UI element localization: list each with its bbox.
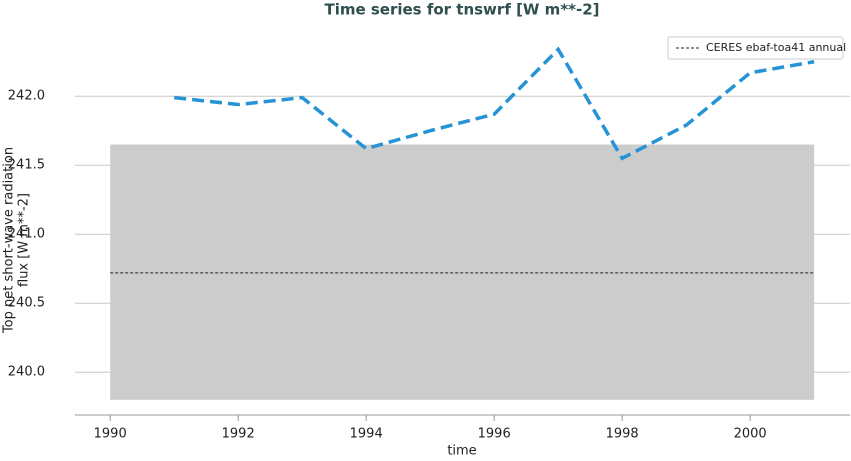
y-tick-label: 240.5 bbox=[8, 296, 45, 311]
y-tick-label: 242.0 bbox=[8, 89, 45, 104]
legend-box bbox=[667, 36, 844, 60]
x-tick-label: 1996 bbox=[478, 427, 511, 442]
x-tick-label: 1994 bbox=[350, 427, 383, 442]
x-tick-label: 1990 bbox=[94, 427, 127, 442]
line-series bbox=[174, 46, 815, 161]
legend-label: CERES ebaf-toa41 annual bbox=[706, 41, 846, 54]
chart-title: Time series for tnswrf [W m**-2] bbox=[324, 1, 599, 19]
y-axis-label: Top net short-wave radiation bbox=[2, 147, 17, 334]
x-axis-label: time bbox=[447, 444, 476, 458]
y-tick-label: 241.0 bbox=[8, 227, 45, 242]
x-tick-label: 2000 bbox=[734, 427, 767, 442]
y-axis-label: flux [W m**-2] bbox=[17, 193, 32, 287]
x-tick-label: 1998 bbox=[606, 427, 639, 442]
y-tick-label: 240.0 bbox=[8, 365, 45, 380]
y-tick-label: 241.5 bbox=[8, 158, 45, 173]
reference-band bbox=[110, 144, 815, 400]
x-tick-label: 1992 bbox=[222, 427, 255, 442]
